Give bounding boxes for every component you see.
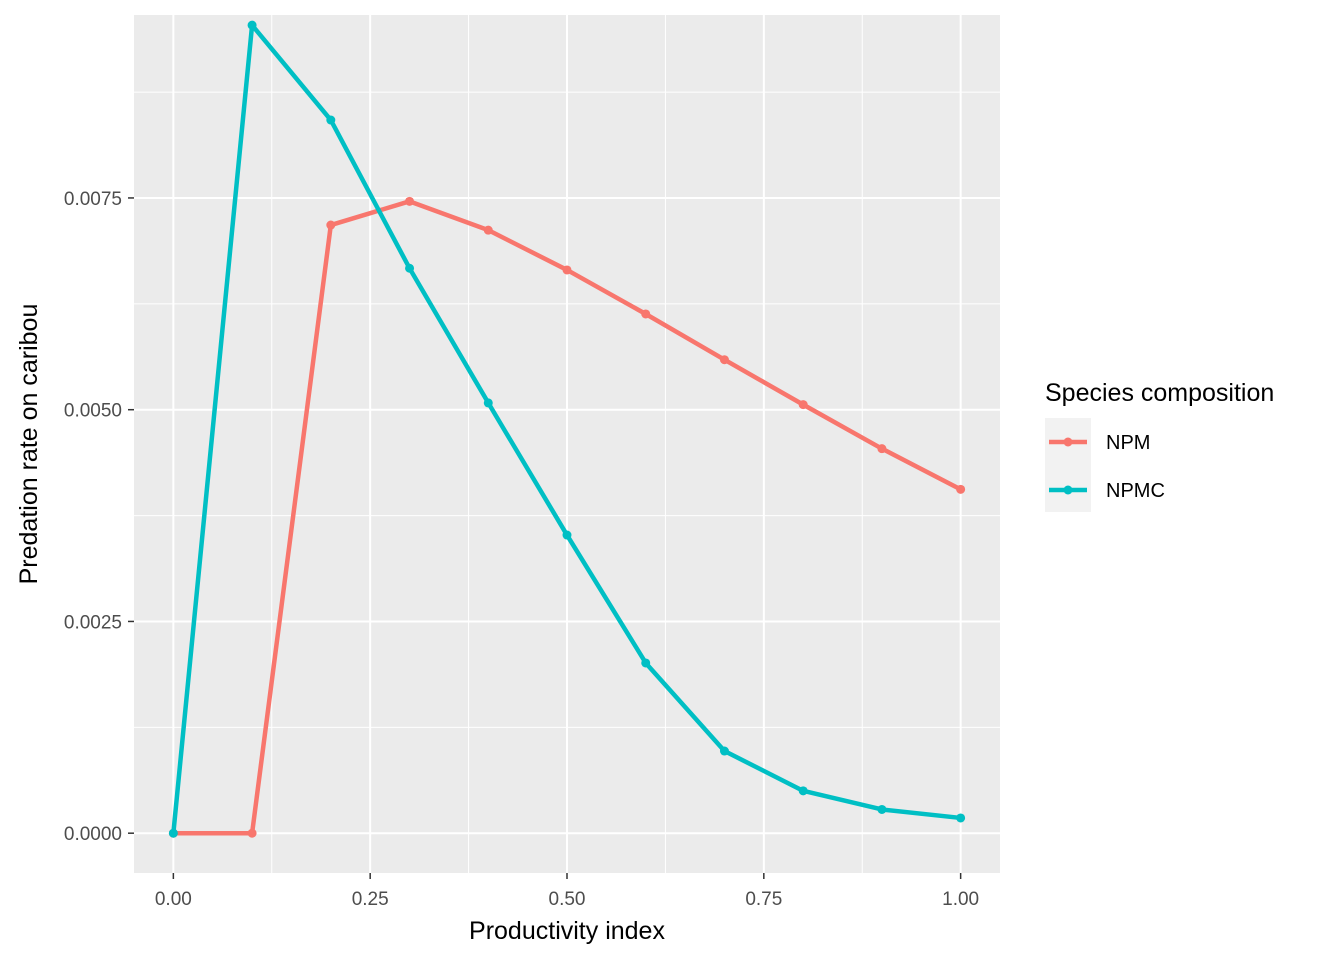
x-axis-title: Productivity index [469,917,665,945]
data-point-npmc [168,828,178,838]
x-tick-label: 0.75 [745,889,782,910]
data-point-npmc [641,658,651,668]
legend-keys-background [1045,418,1091,512]
x-tick-label: 0.50 [549,889,586,910]
legend-key-point-npmc [1063,485,1073,495]
legend-title: Species composition [1045,379,1274,407]
data-point-npmc [719,746,729,756]
x-tick-label: 0.00 [155,889,192,910]
data-point-npmc [247,20,257,30]
y-axis: 0.0000 0.0025 0.0050 0.0075 [64,189,134,845]
data-point-npm [798,400,808,410]
y-tick-label: 0.0000 [64,824,122,845]
data-point-npmc [562,530,572,540]
y-tick-label: 0.0025 [64,612,122,633]
data-point-npmc [483,398,493,408]
data-point-npmc [405,263,415,273]
data-point-npm [719,355,729,365]
data-point-npm [326,220,336,230]
legend-key-point-npm [1063,437,1073,447]
data-point-npm [405,196,415,206]
legend-label-npm: NPM [1106,432,1150,454]
x-tick-label: 0.25 [352,889,389,910]
data-point-npm [877,444,887,454]
data-point-npmc [956,813,966,823]
y-tick-label: 0.0050 [64,401,122,422]
data-point-npm [641,309,651,319]
legend: Species composition NPM NPMC [1045,379,1274,512]
data-point-npmc [326,115,336,125]
data-point-npm [483,225,493,235]
data-point-npmc [877,804,887,814]
x-tick-label: 1.00 [942,889,979,910]
x-axis: 0.00 0.25 0.50 0.75 1.00 [155,873,979,910]
legend-label-npmc: NPMC [1106,480,1165,502]
data-point-npm [247,828,257,838]
y-tick-label: 0.0075 [64,189,122,210]
data-point-npm [562,265,572,275]
data-point-npm [956,484,966,494]
series-layer [168,20,966,838]
y-axis-title: Predation rate on caribou [15,304,43,585]
grid-major [134,15,1000,873]
data-point-npmc [798,786,808,796]
